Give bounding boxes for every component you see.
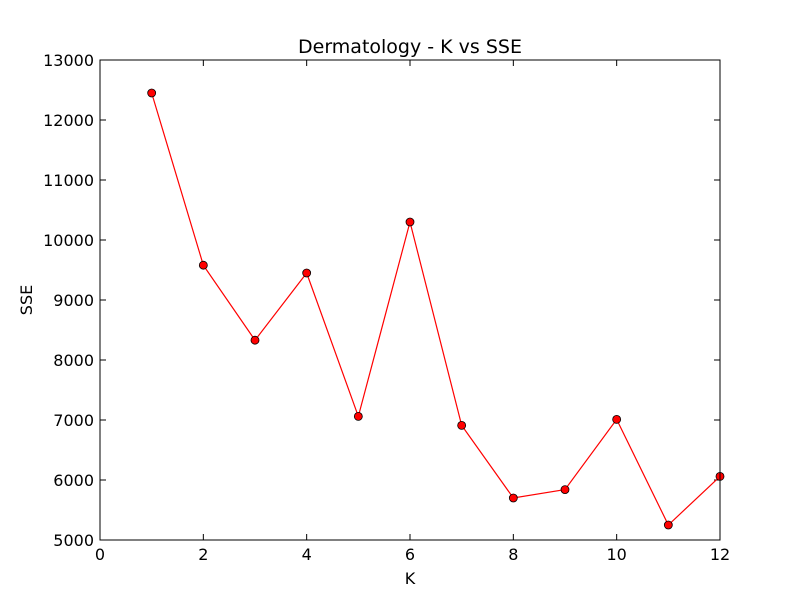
data-point: [147, 88, 157, 98]
data-point: [457, 420, 467, 430]
x-tick-label: 10: [606, 545, 626, 564]
axes-frame: [99, 59, 721, 541]
chart-title: Dermatology - K vs SSE: [298, 36, 522, 58]
y-tick-label: 9000: [53, 291, 94, 310]
data-point: [405, 217, 415, 227]
plot-area: 0 2 4 6 8 10 12 5000 6000 7000 8000 9000 10000 11000 1…: [43, 51, 730, 564]
y-tick-label: 6000: [53, 471, 94, 490]
x-tick-label: 6: [405, 545, 415, 564]
y-tick-label: 13000: [43, 51, 94, 70]
data-point: [663, 520, 673, 530]
y-tick-label: 12000: [43, 111, 94, 130]
x-tick-label: 12: [710, 545, 730, 564]
data-point: [612, 414, 622, 424]
x-tick-label: 8: [508, 545, 518, 564]
y-axis-label: SSE: [17, 285, 36, 315]
x-tick-label: 0: [95, 545, 105, 564]
data-point: [198, 260, 208, 270]
data-point: [250, 335, 260, 345]
x-tick-label: 4: [302, 545, 312, 564]
y-tick-label: 8000: [53, 351, 94, 370]
data-point: [302, 268, 312, 278]
series-line: [151, 92, 721, 526]
data-point: [353, 411, 363, 421]
y-tick-label: 10000: [43, 231, 94, 250]
y-tick-label: 7000: [53, 411, 94, 430]
x-axis-label: K: [405, 569, 416, 588]
data-point: [560, 485, 570, 495]
y-tick-label: 11000: [43, 171, 94, 190]
data-point: [508, 493, 518, 503]
x-tick-label: 2: [198, 545, 208, 564]
y-tick-label: 5000: [53, 531, 94, 550]
